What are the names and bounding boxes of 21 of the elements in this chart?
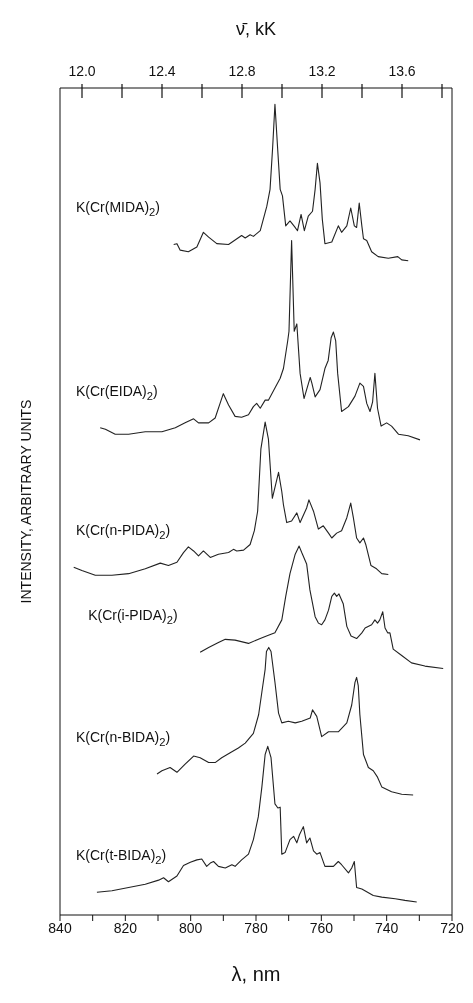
y-axis-title: INTENSITY, ARBITRARY UNITS	[17, 399, 34, 604]
series-label: K(Cr(n-PIDA)$_{2}$)	[76, 522, 171, 542]
x2-tick-label: 12.0	[68, 63, 96, 79]
x-tick-label: 820	[113, 919, 138, 936]
series-label: K(Cr(t-BIDA)$_{2}$)	[76, 847, 167, 867]
series-label: K(Cr(n-BIDA)$_{2}$)	[76, 728, 171, 748]
text: K(Cr(MIDA)$_{2}$)	[76, 199, 161, 219]
x-tick-label: 780	[244, 919, 268, 936]
x2-tick-label: 12.8	[228, 63, 256, 79]
x2-axis-title: ν̄, kK	[235, 18, 277, 39]
x-tick-label: 720	[440, 919, 464, 936]
x-tick-label: 740	[374, 919, 399, 936]
text: K(Cr(i-PIDA)$_{2}$)	[88, 607, 178, 627]
x-tick-label: 840	[48, 919, 72, 936]
x2-tick-label: 13.2	[308, 63, 336, 79]
x-axis-title: λ, nm	[231, 963, 281, 985]
text: K(Cr(EIDA)$_{2}$)	[76, 382, 158, 402]
x2-tick-label: 13.6	[388, 63, 416, 79]
x-tick-label: 760	[309, 919, 334, 936]
x-tick-label: 800	[178, 919, 203, 936]
x2-tick-label: 12.4	[148, 63, 176, 79]
